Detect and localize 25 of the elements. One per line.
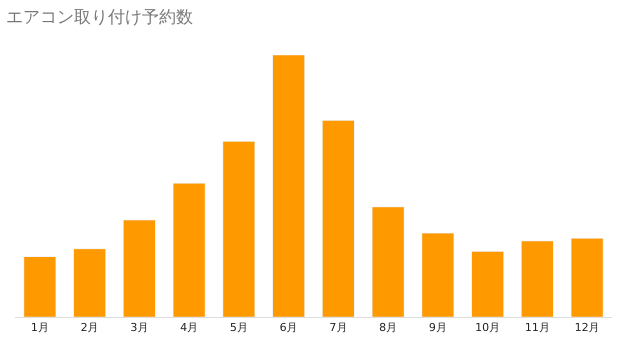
bar — [570, 238, 604, 317]
bar — [521, 240, 554, 317]
bar — [172, 183, 206, 317]
x-tick-label: 9月 — [428, 321, 447, 334]
chart-title: エアコン取り付け予約数 — [6, 7, 194, 28]
bar — [272, 55, 305, 317]
bar — [422, 232, 454, 317]
bar — [471, 251, 504, 317]
x-tick-label: 3月 — [130, 321, 148, 334]
x-tick-label: 5月 — [230, 321, 248, 334]
bar — [123, 220, 156, 317]
x-tick-label: 4月 — [180, 321, 198, 334]
x-tick-label: 7月 — [329, 321, 348, 334]
bar — [322, 120, 355, 317]
x-tick-label: 1月 — [30, 321, 49, 334]
x-tick-label: 6月 — [280, 321, 298, 334]
x-tick-label: 2月 — [80, 321, 99, 334]
x-tick-label: 11月 — [524, 321, 550, 334]
x-tick-label: 8月 — [379, 321, 398, 334]
bar — [372, 206, 404, 317]
bar — [222, 141, 256, 317]
bar — [73, 248, 106, 317]
x-tick-label: 10月 — [475, 321, 500, 334]
x-tick-label: 12月 — [574, 321, 600, 334]
bar — [24, 256, 56, 317]
